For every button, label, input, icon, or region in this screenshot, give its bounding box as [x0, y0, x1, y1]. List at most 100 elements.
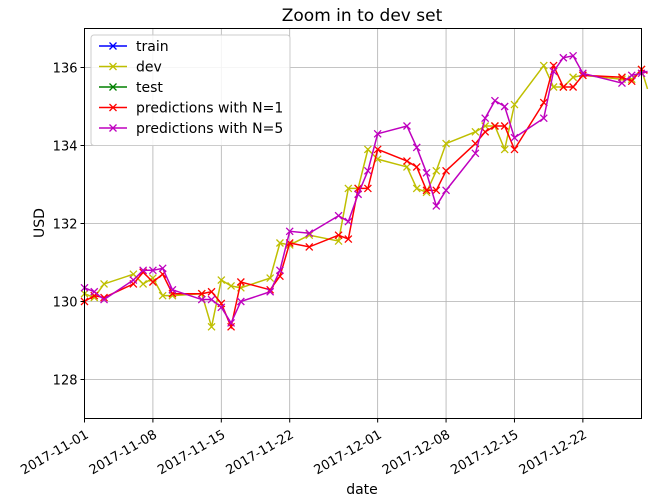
data-point-dev [129, 270, 138, 279]
data-point-dev [344, 184, 353, 193]
legend: train dev test predictions with N=1 predicti… [90, 34, 291, 146]
data-point-predictions-with-n-1 [481, 127, 490, 136]
legend-label: predictions with N=5 [136, 121, 283, 137]
data-point-dev [217, 276, 226, 285]
data-point-predictions-with-n-1 [422, 186, 431, 195]
data-point-dev [510, 100, 519, 109]
y-tick-label: 134 [53, 140, 78, 155]
y-tick-label: 132 [53, 218, 78, 233]
data-point-predictions-with-n-5 [432, 201, 441, 210]
legend-label: predictions with N=1 [136, 101, 283, 117]
data-point-predictions-with-n-5 [148, 266, 157, 275]
data-point-dev [227, 281, 236, 290]
legend-swatch-marker [109, 103, 117, 112]
data-point-predictions-with-n-5 [627, 71, 636, 80]
series-predictions-with-n-5 [80, 51, 648, 327]
data-point-dev [100, 279, 109, 288]
data-point-predictions-with-n-5 [617, 79, 626, 88]
data-point-predictions-with-n-1 [578, 71, 587, 80]
data-point-predictions-with-n-1 [500, 122, 509, 130]
y-tick-label: 130 [53, 296, 78, 311]
data-point-predictions-with-n-5 [305, 229, 314, 238]
plot-area [80, 51, 649, 331]
legend-label: test [136, 80, 163, 96]
data-point-predictions-with-n-1 [148, 278, 157, 286]
legend-swatch-marker [109, 83, 117, 91]
data-point-predictions-with-n-5 [334, 211, 343, 220]
data-point-predictions-with-n-5 [442, 186, 451, 195]
data-point-dev [363, 145, 372, 154]
data-point-predictions-with-n-5 [471, 149, 480, 158]
legend-item: test [99, 80, 163, 96]
data-point-predictions-with-n-1 [442, 166, 451, 175]
legend-item: predictions with N=5 [99, 121, 283, 137]
data-point-predictions-with-n-1 [344, 235, 353, 244]
data-point-predictions-with-n-5 [481, 114, 490, 123]
legend-swatch-marker [109, 42, 117, 50]
data-point-predictions-with-n-1 [354, 184, 363, 193]
data-point-predictions-with-n-5 [275, 266, 284, 275]
data-point-predictions-with-n-5 [158, 264, 167, 273]
data-point-predictions-with-n-5 [90, 287, 99, 296]
legend-swatch-marker [109, 124, 117, 132]
data-point-predictions-with-n-5 [422, 168, 431, 177]
data-point-predictions-with-n-1 [510, 145, 519, 154]
data-point-dev [403, 162, 411, 171]
data-point-dev [266, 274, 275, 283]
data-point-predictions-with-n-5 [373, 129, 382, 138]
data-point-dev [90, 293, 99, 302]
data-point-predictions-with-n-5 [236, 297, 245, 306]
data-point-predictions-with-n-5 [569, 51, 578, 60]
legend-item: predictions with N=1 [99, 101, 283, 117]
data-point-predictions-with-n-5 [500, 102, 509, 111]
data-point-dev [275, 239, 284, 247]
y-axis-label: USD [32, 208, 48, 238]
data-point-predictions-with-n-5 [354, 190, 363, 199]
data-point-dev [442, 139, 451, 148]
data-point-predictions-with-n-1 [197, 289, 206, 298]
y-tick-label: 136 [53, 62, 78, 77]
data-point-predictions-with-n-5 [227, 318, 236, 327]
data-point-predictions-with-n-1 [236, 278, 245, 286]
data-point-predictions-with-n-5 [578, 69, 587, 78]
data-point-dev [158, 291, 167, 300]
data-point-predictions-with-n-1 [432, 186, 441, 195]
legend-label: train [136, 39, 169, 55]
data-point-dev [539, 61, 548, 70]
data-point-predictions-with-n-5 [129, 276, 138, 285]
data-point-dev [412, 184, 421, 193]
data-point-predictions-with-n-1 [627, 77, 636, 86]
data-point-predictions-with-n-5 [412, 143, 421, 152]
y-tick-label: 128 [53, 374, 78, 389]
chart-title: Zoom in to dev set [282, 6, 443, 26]
data-point-predictions-with-n-5 [217, 303, 226, 312]
data-point-predictions-with-n-1 [412, 162, 421, 171]
data-point-dev [139, 279, 148, 288]
data-point-predictions-with-n-5 [266, 287, 275, 296]
data-point-predictions-with-n-1 [403, 157, 411, 166]
data-point-predictions-with-n-1 [207, 287, 216, 296]
data-point-predictions-with-n-5 [363, 166, 372, 175]
data-point-predictions-with-n-1 [559, 83, 568, 91]
data-point-predictions-with-n-5 [403, 122, 411, 130]
data-point-predictions-with-n-5 [139, 266, 148, 275]
data-point-predictions-with-n-5 [100, 295, 109, 304]
data-point-predictions-with-n-5 [197, 295, 206, 304]
data-point-predictions-with-n-5 [344, 217, 353, 226]
data-point-dev [471, 127, 480, 136]
data-point-predictions-with-n-5 [510, 133, 519, 142]
data-point-predictions-with-n-5 [168, 285, 177, 294]
data-point-dev [432, 166, 441, 175]
legend-label: dev [136, 60, 162, 76]
data-point-predictions-with-n-1 [490, 122, 499, 130]
data-point-predictions-with-n-5 [490, 96, 499, 105]
data-point-predictions-with-n-1 [617, 73, 626, 82]
data-point-predictions-with-n-5 [539, 114, 548, 123]
data-point-predictions-with-n-5 [549, 67, 558, 76]
data-point-dev [334, 237, 343, 246]
data-point-dev [207, 322, 216, 331]
data-point-dev [569, 73, 578, 82]
data-point-predictions-with-n-5 [559, 53, 568, 62]
legend-item: train [99, 39, 169, 55]
